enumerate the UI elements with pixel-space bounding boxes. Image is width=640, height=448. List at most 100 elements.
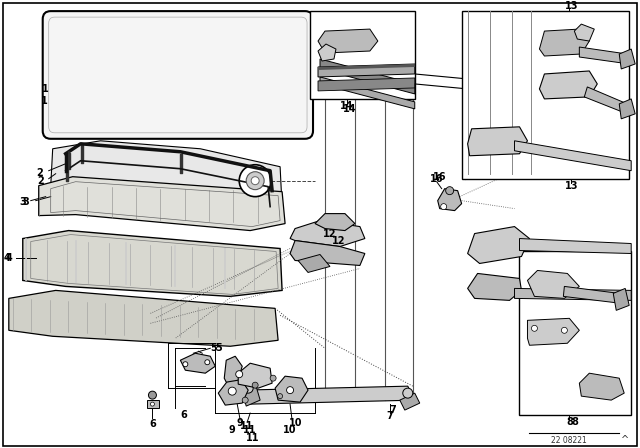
Polygon shape [620,99,635,119]
Bar [520,250,631,415]
Polygon shape [515,141,631,171]
Polygon shape [238,363,272,388]
Circle shape [252,382,258,388]
Circle shape [445,187,454,194]
Circle shape [531,325,538,332]
Polygon shape [318,44,336,61]
Polygon shape [9,290,278,346]
Circle shape [246,172,264,190]
Polygon shape [318,78,415,91]
Text: 8: 8 [566,417,573,427]
Circle shape [403,388,413,398]
Text: 14: 14 [343,104,356,114]
Text: 16: 16 [430,174,444,184]
Polygon shape [468,227,529,263]
Polygon shape [51,141,282,216]
Text: 4: 4 [6,254,13,263]
Polygon shape [242,386,415,404]
Polygon shape [574,24,595,41]
Text: 10: 10 [284,425,297,435]
Circle shape [205,360,210,365]
Circle shape [236,370,243,378]
Polygon shape [315,214,355,231]
Text: 8: 8 [571,417,578,427]
Text: 11: 11 [243,425,257,435]
Text: 7: 7 [389,405,396,415]
Bar [147,400,159,408]
Polygon shape [290,241,365,266]
Text: 4: 4 [4,254,11,263]
Text: 5: 5 [211,343,217,353]
Circle shape [148,391,156,399]
Circle shape [183,362,188,367]
Polygon shape [318,64,415,77]
Text: 1: 1 [41,96,48,106]
Polygon shape [540,29,589,56]
Polygon shape [563,286,621,303]
Polygon shape [620,49,635,69]
Text: 10: 10 [289,418,303,428]
Circle shape [251,177,259,185]
Text: 11: 11 [241,421,254,431]
Polygon shape [520,238,631,254]
Circle shape [270,375,276,381]
Circle shape [150,402,154,406]
Text: 6: 6 [180,410,187,420]
Text: 1: 1 [42,84,49,94]
Text: 3: 3 [22,197,29,207]
Circle shape [278,394,283,399]
Polygon shape [613,289,629,310]
Text: 13: 13 [564,1,578,11]
Bar [310,11,415,99]
Polygon shape [318,29,378,53]
Circle shape [228,387,236,395]
Polygon shape [527,319,579,345]
Polygon shape [39,177,285,231]
Text: 7: 7 [387,411,393,421]
Polygon shape [579,373,624,400]
Text: 12: 12 [332,236,346,246]
Polygon shape [468,127,527,156]
Text: 5: 5 [215,343,222,353]
Circle shape [239,165,271,197]
Text: 22 08221: 22 08221 [552,435,588,444]
Circle shape [441,204,447,210]
Text: 2: 2 [36,168,43,178]
Polygon shape [318,64,415,70]
Circle shape [243,383,253,393]
Circle shape [561,327,568,333]
Polygon shape [438,189,461,211]
Polygon shape [320,59,415,94]
Polygon shape [298,254,330,272]
Text: 2: 2 [37,176,44,185]
Polygon shape [579,47,629,64]
Polygon shape [400,393,420,410]
Polygon shape [180,353,215,373]
Text: 3: 3 [19,197,26,207]
Text: 16: 16 [433,172,447,182]
Text: 13: 13 [564,181,578,191]
Polygon shape [527,271,579,298]
Polygon shape [584,87,627,114]
Polygon shape [242,383,260,406]
FancyBboxPatch shape [43,11,313,139]
Text: 12: 12 [323,228,337,238]
Text: 11: 11 [246,433,260,443]
Polygon shape [320,77,415,109]
Polygon shape [23,231,282,297]
Text: 9: 9 [237,418,244,428]
Polygon shape [290,220,365,246]
Polygon shape [540,71,597,99]
Polygon shape [468,273,522,300]
Polygon shape [224,356,242,382]
Polygon shape [515,289,631,300]
Text: 9: 9 [229,425,236,435]
Polygon shape [218,378,248,405]
Polygon shape [275,376,308,402]
Text: 14: 14 [340,101,354,111]
Text: ^: ^ [621,435,629,445]
Circle shape [287,387,294,394]
Text: 6: 6 [149,419,156,429]
Bar [461,11,629,179]
Circle shape [242,397,248,403]
